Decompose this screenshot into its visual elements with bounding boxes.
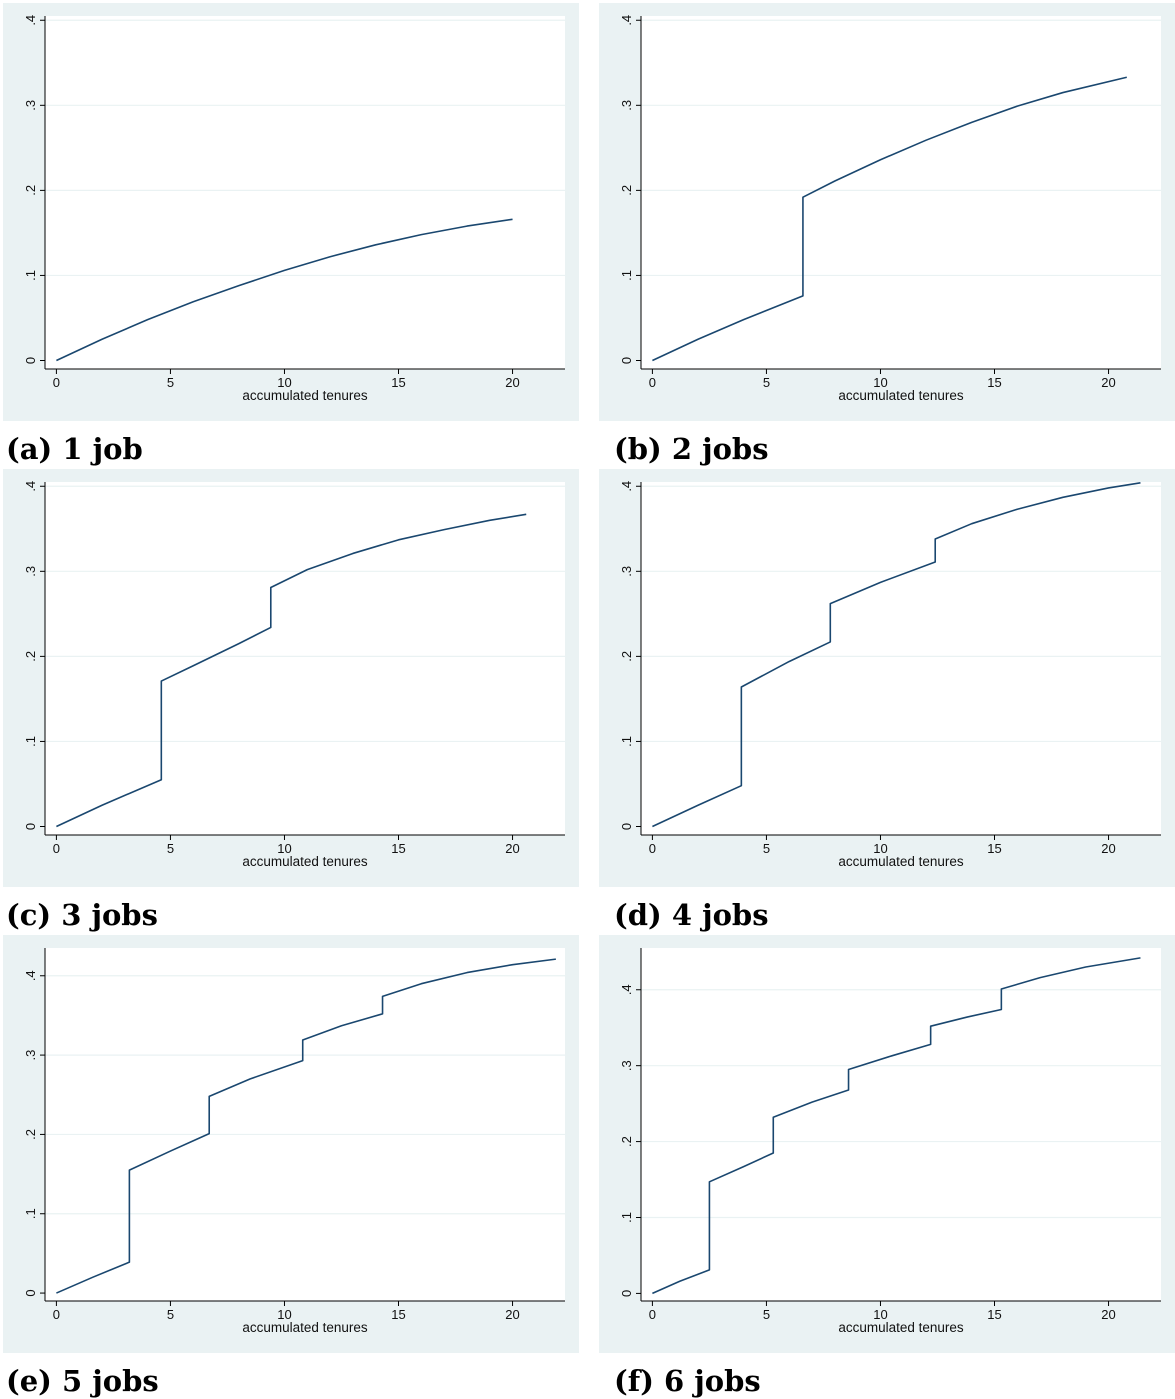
chart-f-svg: 0 .1 .2 .3 .4 0 5 10 15 20 accumulated tenures — [599, 935, 1175, 1353]
chart-c-x-tick-label-2: 10 — [277, 841, 291, 856]
chart-b-x-tick-label-2: 10 — [873, 375, 887, 390]
chart-a-y-tick-label-2: .2 — [23, 185, 38, 196]
chart-e-x-axis-title: accumulated tenures — [242, 1320, 368, 1335]
chart-c-x-tick-label-0: 0 — [53, 841, 60, 856]
chart-e-y-tick-label-1: .1 — [23, 1208, 38, 1219]
chart-e-x-tick-label-3: 15 — [391, 1307, 405, 1322]
chart-b-x-tick-label-1: 5 — [763, 375, 770, 390]
chart-f-x-tick-label-0: 0 — [649, 1307, 656, 1322]
chart-b-x-tick-label-0: 0 — [649, 375, 656, 390]
chart-c-svg: 0 .1 .2 .3 .4 0 5 10 15 20 accumulated tenures — [3, 469, 579, 887]
chart-a-svg: 0 .1 .2 .3 .4 0 5 10 15 20 accumulated tenures — [3, 3, 579, 421]
chart-b-plot-area — [641, 16, 1161, 369]
chart-f-x-tick-label-3: 15 — [987, 1307, 1001, 1322]
chart-a-y-tick-label-0: 0 — [23, 357, 38, 364]
chart-d-x-tick-label-1: 5 — [763, 841, 770, 856]
chart-d-x-tick-label-0: 0 — [649, 841, 656, 856]
chart-b-y-tick-label-3: .3 — [619, 100, 634, 111]
caption-f: (f) 6 jobs — [614, 1364, 761, 1398]
chart-d-y-tick-label-2: .2 — [619, 651, 634, 662]
chart-a-x-tick-label-1: 5 — [167, 375, 174, 390]
chart-c-x-tick-label-4: 20 — [505, 841, 519, 856]
chart-e-x-tick-label-2: 10 — [277, 1307, 291, 1322]
chart-d-x-axis-title: accumulated tenures — [838, 854, 964, 869]
chart-c-plot-area — [45, 482, 565, 835]
chart-b-y-tick-label-4: .4 — [619, 15, 634, 26]
chart-e-x-tick-label-4: 20 — [505, 1307, 519, 1322]
chart-panel-d: 0 .1 .2 .3 .4 0 5 10 15 20 accumulated tenures — [599, 469, 1175, 887]
chart-d-plot-area — [641, 482, 1161, 835]
chart-a-x-tick-label-0: 0 — [53, 375, 60, 390]
chart-d-x-tick-label-3: 15 — [987, 841, 1001, 856]
chart-a-y-tick-label-4: .4 — [23, 15, 38, 26]
caption-d: (d) 4 jobs — [614, 898, 769, 932]
chart-c-y-tick-label-2: .2 — [23, 651, 38, 662]
chart-c-x-tick-label-3: 15 — [391, 841, 405, 856]
chart-b-x-tick-label-3: 15 — [987, 375, 1001, 390]
chart-c-x-axis-title: accumulated tenures — [242, 854, 368, 869]
chart-c-y-tick-label-1: .1 — [23, 736, 38, 747]
chart-e-plot-area — [45, 948, 565, 1301]
chart-f-y-tick-label-0: 0 — [619, 1290, 634, 1297]
chart-c-y-tick-label-4: .4 — [23, 481, 38, 492]
chart-panel-c: 0 .1 .2 .3 .4 0 5 10 15 20 accumulated tenures — [3, 469, 579, 887]
chart-panel-a: 0 .1 .2 .3 .4 0 5 10 15 20 accumulated tenures — [3, 3, 579, 421]
chart-panel-b: 0 .1 .2 .3 .4 0 5 10 15 20 accumulated tenures — [599, 3, 1175, 421]
chart-a-series-line-0 — [56, 218, 513, 362]
chart-b-series-line-0 — [652, 76, 1127, 362]
chart-d-x-tick-label-4: 20 — [1101, 841, 1115, 856]
caption-e: (e) 5 jobs — [6, 1364, 159, 1398]
caption-b: (b) 2 jobs — [614, 432, 769, 466]
chart-b-y-tick-label-0: 0 — [619, 357, 634, 364]
chart-f-x-tick-label-4: 20 — [1101, 1307, 1115, 1322]
chart-c-x-tick-label-1: 5 — [167, 841, 174, 856]
chart-f-x-tick-label-1: 5 — [763, 1307, 770, 1322]
chart-a-y-tick-label-3: .3 — [23, 100, 38, 111]
chart-e-x-tick-label-1: 5 — [167, 1307, 174, 1322]
chart-b-svg: 0 .1 .2 .3 .4 0 5 10 15 20 accumulated tenures — [599, 3, 1175, 421]
chart-f-y-tick-label-4: .4 — [619, 984, 634, 995]
chart-f-y-tick-label-1: .1 — [619, 1212, 634, 1223]
chart-f-x-axis-title: accumulated tenures — [838, 1320, 964, 1335]
chart-e-svg: 0 .1 .2 .3 .4 0 5 10 15 20 accumulated tenures — [3, 935, 579, 1353]
chart-a-plot-area — [45, 16, 565, 369]
chart-c-series-line-0 — [56, 513, 527, 828]
chart-f-y-tick-label-3: .3 — [619, 1060, 634, 1071]
chart-c-y-tick-label-3: .3 — [23, 566, 38, 577]
chart-f-y-tick-label-2: .2 — [619, 1136, 634, 1147]
chart-a-y-tick-label-1: .1 — [23, 270, 38, 281]
chart-f-plot-area — [641, 948, 1161, 1301]
chart-e-y-tick-label-3: .3 — [23, 1050, 38, 1061]
chart-d-x-tick-label-2: 10 — [873, 841, 887, 856]
chart-b-x-axis-title: accumulated tenures — [838, 388, 964, 403]
chart-e-y-tick-label-2: .2 — [23, 1129, 38, 1140]
chart-e-series-line-0 — [56, 958, 556, 1294]
chart-a-x-tick-label-2: 10 — [277, 375, 291, 390]
chart-e-x-tick-label-0: 0 — [53, 1307, 60, 1322]
caption-a: (a) 1 job — [6, 432, 143, 466]
chart-f-series-line-0 — [652, 957, 1141, 1295]
chart-b-y-tick-label-1: .1 — [619, 270, 634, 281]
chart-panel-f: 0 .1 .2 .3 .4 0 5 10 15 20 accumulated tenures — [599, 935, 1175, 1353]
chart-d-series-line-0 — [652, 482, 1141, 828]
chart-d-y-tick-label-4: .4 — [619, 481, 634, 492]
chart-b-y-tick-label-2: .2 — [619, 185, 634, 196]
chart-a-x-tick-label-4: 20 — [505, 375, 519, 390]
chart-a-x-axis-title: accumulated tenures — [242, 388, 368, 403]
chart-d-svg: 0 .1 .2 .3 .4 0 5 10 15 20 accumulated tenures — [599, 469, 1175, 887]
chart-e-y-tick-label-0: 0 — [23, 1289, 38, 1296]
chart-e-y-tick-label-4: .4 — [23, 970, 38, 981]
chart-a-x-tick-label-3: 15 — [391, 375, 405, 390]
chart-c-y-tick-label-0: 0 — [23, 823, 38, 830]
chart-f-x-tick-label-2: 10 — [873, 1307, 887, 1322]
chart-d-y-tick-label-3: .3 — [619, 566, 634, 577]
chart-d-y-tick-label-1: .1 — [619, 736, 634, 747]
chart-d-y-tick-label-0: 0 — [619, 823, 634, 830]
chart-panel-e: 0 .1 .2 .3 .4 0 5 10 15 20 accumulated tenures — [3, 935, 579, 1353]
caption-c: (c) 3 jobs — [6, 898, 158, 932]
chart-b-x-tick-label-4: 20 — [1101, 375, 1115, 390]
